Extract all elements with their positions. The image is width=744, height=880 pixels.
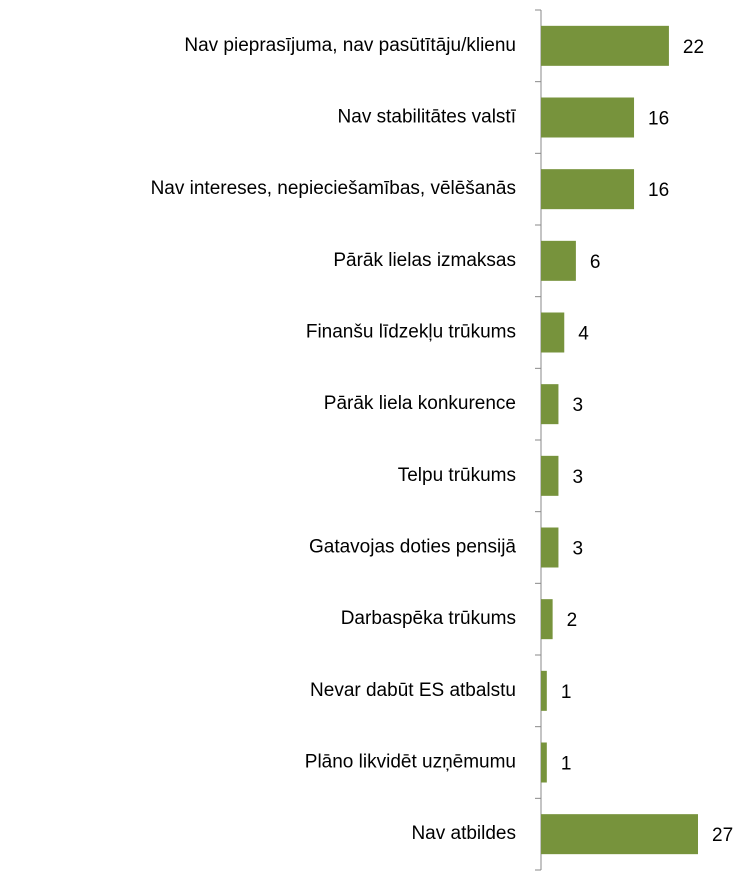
category-label: Pārāk liela konkurence: [324, 393, 516, 414]
bar: [541, 384, 559, 425]
category-label: Telpu trūkums: [398, 465, 516, 486]
bar: [541, 312, 565, 353]
value-label: 16: [648, 109, 669, 130]
value-label: 1: [561, 754, 572, 775]
category-label: Finanšu līdzekļu trūkums: [306, 322, 516, 343]
bar: [541, 169, 635, 210]
value-label: 16: [648, 180, 669, 201]
value-label: 2: [567, 610, 578, 631]
bar: [541, 240, 576, 281]
category-label: Nav pieprasījuma, nav pasūtītāju/klienu: [184, 35, 516, 56]
bar: [541, 742, 547, 783]
category-label: Pārāk lielas izmaksas: [333, 250, 516, 271]
value-label: 22: [683, 37, 704, 58]
value-label: 6: [590, 252, 601, 273]
category-label: Nav stabilitātes valstī: [338, 107, 517, 128]
value-label: 3: [572, 467, 583, 488]
category-label: Nav intereses, nepieciešamības, vēlēšanā…: [151, 178, 516, 199]
value-label: 3: [572, 395, 583, 416]
bar: [541, 527, 559, 568]
category-label: Nav atbildes: [411, 823, 516, 844]
bar: [541, 25, 669, 66]
bar: [541, 814, 698, 855]
bar: [541, 599, 553, 640]
bar: [541, 670, 547, 711]
value-label: 4: [578, 324, 589, 345]
value-label: 3: [572, 539, 583, 560]
value-label: 1: [561, 682, 572, 703]
category-label: Plāno likvidēt uzņēmumu: [305, 752, 516, 773]
bar: [541, 455, 559, 496]
value-label: 27: [712, 825, 733, 846]
category-label: Darbaspēka trūkums: [341, 608, 516, 629]
category-label: Gatavojas doties pensijā: [309, 537, 516, 558]
category-label: Nevar dabūt ES atbalstu: [310, 680, 516, 701]
bar: [541, 97, 635, 138]
